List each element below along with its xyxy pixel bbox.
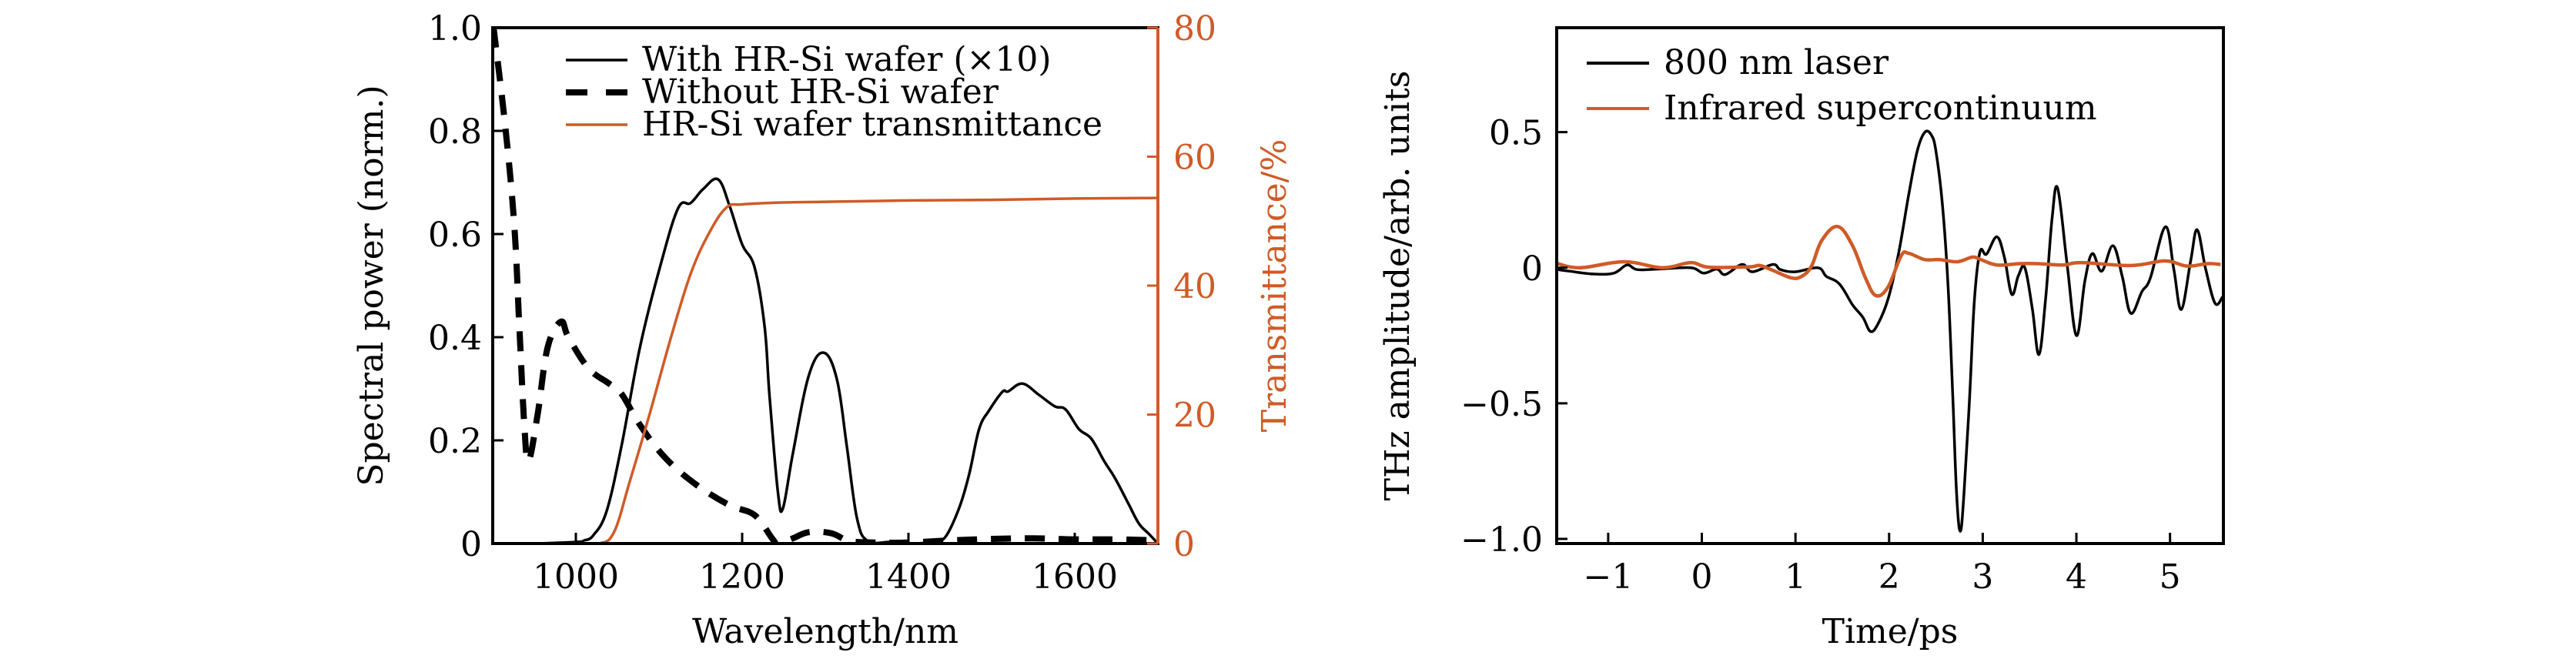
spectra-y-tick-label: 0.8 <box>428 112 482 152</box>
spectra-series-layer <box>493 28 1158 544</box>
series-line-infrared-supercontinuum <box>1557 224 2221 298</box>
legend-label-800nm: 800 nm laser <box>1664 43 1889 82</box>
spectra-y-tick-label: 1.0 <box>428 9 482 49</box>
spectra-y-tick-label: 0.4 <box>428 319 482 358</box>
thz-x-tick-label: 3 <box>1972 557 1993 597</box>
spectra-y2-tick-label: 20 <box>1173 396 1216 436</box>
spectra-x-axis-label: Wavelength/nm <box>692 612 958 651</box>
series-line-without-hr-si-wafer <box>493 28 1158 544</box>
spectra-legend-swatches <box>566 59 627 126</box>
thz-x-tick-label: 0 <box>1691 557 1713 597</box>
legend-label-supercontinuum: Infrared supercontinuum <box>1664 89 2097 128</box>
thz-x-tick-label: −1 <box>1583 557 1633 597</box>
spectra-x-tick-label: 1000 <box>533 557 619 597</box>
spectra-x-tick-label: 1400 <box>865 557 952 597</box>
spectra-y2-tick-label: 40 <box>1173 267 1216 306</box>
thz-y-tick-label: −0.5 <box>1460 385 1543 424</box>
thz-y-axis-label: THz amplitude/arb. units <box>1378 71 1417 501</box>
thz-panel: 800 nm laser Infrared supercontinuum −1 0… <box>1378 26 2225 651</box>
spectra-y-tick-label: 0.6 <box>428 216 482 255</box>
thz-x-axis-label: Time/ps <box>1822 612 1959 651</box>
thz-x-tick-label: 4 <box>2066 557 2087 597</box>
spectra-y2-axis-label: Transmittance/% <box>1255 139 1294 433</box>
spectra-x-tick-label: 1200 <box>699 557 785 597</box>
series-line-with-hr-si-wafer-10 <box>493 177 1158 544</box>
spectra-y2-tick-label: 80 <box>1173 9 1216 49</box>
spectra-legend: With HR-Si wafer (×10) Without HR-Si waf… <box>566 40 1102 144</box>
thz-legend: 800 nm laser Infrared supercontinuum <box>1587 43 2097 128</box>
legend-label-without-wafer: Without HR-Si wafer <box>642 72 999 112</box>
series-line-hr-si-wafer-transmittance <box>493 196 1158 544</box>
series-line-800-nm-laser <box>1557 129 2223 533</box>
spectra-panel: With HR-Si wafer (×10) Without HR-Si waf… <box>352 9 1294 651</box>
thz-y-tick-label: 0 <box>1521 249 1543 289</box>
thz-legend-swatches <box>1587 62 1649 110</box>
thz-y-tick-label: 0.5 <box>1489 114 1543 153</box>
spectra-y2-tick-label: 0 <box>1173 525 1195 564</box>
spectra-x-tick-label: 1600 <box>1032 557 1118 597</box>
thz-x-tick-label: 2 <box>1878 557 1900 597</box>
spectra-axes: 1000 1200 1400 1600 0 0.2 0.4 0.6 0.8 1.0 0 20 40 60 8… <box>428 9 1216 597</box>
thz-series-layer <box>1557 129 2223 533</box>
thz-x-tick-label: 5 <box>2159 557 2181 597</box>
spectra-y-tick-label: 0 <box>460 525 482 564</box>
legend-label-transmittance: HR-Si wafer transmittance <box>642 105 1102 144</box>
thz-x-tick-label: 1 <box>1785 557 1806 597</box>
spectra-y-axis-label: Spectral power (norm.) <box>352 85 391 486</box>
legend-label-with-wafer: With HR-Si wafer (×10) <box>642 40 1052 79</box>
spectra-y-tick-label: 0.2 <box>428 422 482 461</box>
thz-axes: −1 0 1 2 3 4 5 −1.0 −0.5 0 0.5 <box>1460 26 2225 597</box>
spectra-y2-tick-label: 60 <box>1173 139 1216 178</box>
thz-y-tick-label: −1.0 <box>1460 520 1543 560</box>
